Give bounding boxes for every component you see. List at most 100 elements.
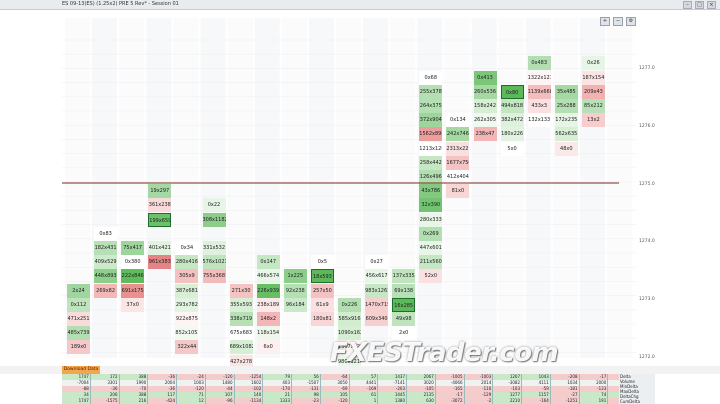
- stats-cell: 1437: [378, 374, 407, 380]
- footprint-cell: 1x225: [283, 269, 307, 284]
- stats-cell: -164: [522, 398, 551, 404]
- footprint-cell: 338x719: [229, 312, 253, 326]
- footprint-cell: 19x297: [148, 184, 172, 199]
- footprint-cell: 293x782: [175, 297, 199, 312]
- footprint-cell: 238x189: [256, 297, 280, 312]
- stats-cell: 74: [579, 392, 609, 398]
- stats-cell: 1333: [263, 398, 292, 404]
- stats-cell: 216: [119, 398, 149, 404]
- footprint-cell: 0x22: [202, 198, 226, 213]
- stats-cell: -2: [464, 398, 494, 404]
- footprint-cell: 13x2: [581, 113, 605, 128]
- stats-cell: 1157: [522, 392, 551, 398]
- stats-cell: 388: [119, 374, 149, 380]
- stats-cell: 79: [263, 374, 292, 380]
- stats-label: DeltaChg: [620, 394, 639, 399]
- footprint-chart-area[interactable]: 2x24 0x112 471x251 485x739 189x0 0x83 182x431 4…: [0, 10, 720, 397]
- footprint-cell: 172x235: [554, 113, 578, 128]
- stats-cell: 105: [320, 392, 350, 398]
- stats-cell: 1747: [62, 374, 91, 380]
- footprint-cell: 85x212: [581, 99, 605, 113]
- footprint-cell: 96x184: [283, 297, 307, 312]
- footprint-cell: 271x30: [229, 283, 253, 298]
- stats-label: MaxDelta: [620, 389, 639, 394]
- footprint-cell: 1139x668: [527, 84, 551, 99]
- bottom-tab-strip: Download Data: [0, 366, 720, 374]
- stats-cell: -170: [263, 386, 292, 392]
- footprint-cell: 355x593: [229, 297, 253, 312]
- footprint-cell: 0x380: [121, 255, 145, 270]
- stats-cell: 388: [119, 392, 149, 398]
- stats-cell: -120: [205, 374, 235, 380]
- stats-table: 1747 172 388 -36 -24 -120 -1254 79 56 -64 57 1437 20…: [62, 374, 637, 404]
- footprint-cell: 852x1052: [175, 326, 199, 341]
- footprint-cell: 0x483: [527, 56, 551, 71]
- footprint-cell: 401x421: [148, 241, 172, 255]
- settings-icon[interactable]: ⚙: [626, 17, 636, 26]
- footprint-cell: 1470x715: [365, 297, 389, 312]
- stats-cell: -103: [493, 386, 522, 392]
- footprint-cell: 691x175: [121, 283, 145, 298]
- stats-cell: -3082: [493, 380, 522, 386]
- footprint-cell: 92x238: [283, 283, 307, 298]
- column-band: [92, 18, 118, 358]
- footprint-cell: 0x26: [581, 56, 605, 71]
- footprint-cell: 18x593: [310, 269, 334, 284]
- stats-cell: -88: [62, 386, 91, 392]
- stats-row: -88 -36 -70 -36 -120 -44 -102 -170 -131 -69 -169 -2…: [62, 386, 637, 392]
- footprint-cell: 1677x756: [446, 155, 470, 170]
- stats-cell: 172: [90, 374, 120, 380]
- footprint-cell: 675x683: [229, 326, 253, 341]
- stats-cell: 1277: [493, 392, 522, 398]
- stats-cell: -1134: [234, 398, 264, 404]
- zoom-in-icon[interactable]: +: [600, 17, 610, 26]
- stats-cell: 2135: [407, 392, 436, 398]
- footprint-cell: 0x112: [67, 297, 90, 312]
- stats-cell: 1043: [522, 374, 551, 380]
- footprint-cell: 35x485: [554, 84, 578, 99]
- maximize-button[interactable]: □: [695, 1, 704, 9]
- footprint-cell: 126x496: [419, 170, 443, 184]
- footprint-cell: 412x404: [446, 170, 470, 184]
- footprint-cell: 0x226: [338, 297, 361, 312]
- footprint-cell: 257x50: [310, 283, 334, 298]
- close-button[interactable]: ×: [707, 1, 716, 9]
- stats-cell: 12: [177, 398, 206, 404]
- stats-cell: -424: [148, 398, 177, 404]
- footprint-cell: 755x368: [202, 269, 226, 284]
- stats-cell: -36: [90, 386, 120, 392]
- stats-cell: 3020: [407, 380, 436, 386]
- stats-cell: 191: [579, 398, 609, 404]
- stats-cell: 71: [177, 392, 206, 398]
- stats-cell: -131: [292, 386, 321, 392]
- minimize-button[interactable]: –: [683, 1, 692, 9]
- stats-cell: 206: [90, 392, 120, 398]
- footprint-cell: 922x875: [175, 312, 199, 326]
- stats-cell: -7141: [378, 380, 407, 386]
- stats-cell: 2014: [464, 380, 494, 386]
- zoom-out-icon[interactable]: −: [613, 17, 623, 26]
- stats-cell: -3072: [435, 398, 465, 404]
- footprint-cell: 180x226: [500, 127, 524, 142]
- stats-cell: -24: [177, 374, 206, 380]
- stats-cell: -165: [435, 386, 465, 392]
- footprint-cell: 427x278: [229, 354, 253, 369]
- footprint-cell: 689x1082: [229, 340, 253, 355]
- footprint-cell: 0x147: [256, 255, 280, 270]
- stats-cell: -133: [579, 386, 609, 392]
- footprint-cell: 494x818: [500, 99, 524, 113]
- footprint-cell: 0x5: [310, 255, 334, 270]
- stats-cell: 56: [292, 374, 321, 380]
- footprint-cell: 0x269: [419, 226, 443, 241]
- stats-cell: 1747: [62, 398, 91, 404]
- column-band: [200, 18, 226, 358]
- footprint-cell: 209x43: [581, 84, 605, 99]
- stats-cell: 3050: [320, 380, 350, 386]
- column-band: [552, 18, 578, 358]
- stats-cell: -1005: [435, 374, 465, 380]
- stats-cell: -17: [579, 374, 609, 380]
- stats-cell: 2067: [407, 374, 436, 380]
- footprint-cell: 609x340: [365, 312, 389, 326]
- download-data-tab[interactable]: Download Data: [62, 366, 100, 374]
